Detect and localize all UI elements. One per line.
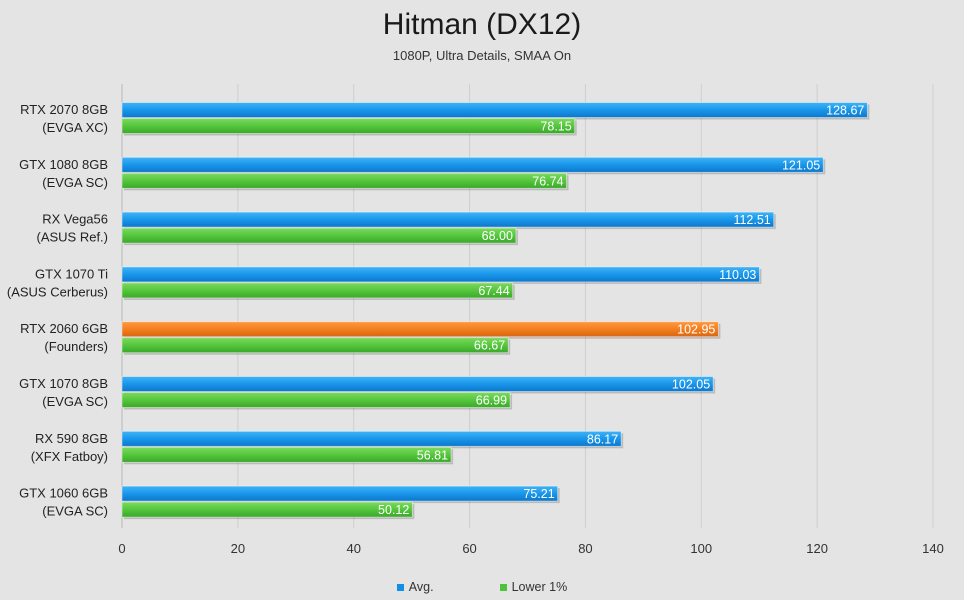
bar-avg-2: [121, 211, 775, 228]
legend-swatch-1: [499, 583, 507, 591]
category-label-7-0: GTX 1060 6GB: [19, 486, 108, 501]
bar-avg-3: [121, 266, 760, 283]
tick-label-x-0: 0: [118, 541, 125, 556]
category-label-0-1: (EVGA XC): [42, 120, 108, 135]
chart-title: Hitman (DX12): [382, 8, 582, 41]
data-label-lower1-5: 66.99: [476, 394, 507, 408]
category-label-3-0: GTX 1070 Ti: [35, 266, 108, 281]
tick-label-x-40: 40: [346, 541, 360, 556]
bar-lower1-6: [121, 446, 452, 463]
bar-lower1-2: [121, 227, 517, 244]
legend-item-1: Lower 1%: [499, 580, 568, 594]
data-label-avg-6: 86.17: [587, 432, 618, 446]
category-label-1-1: (EVGA SC): [42, 175, 108, 190]
tick-label-x-20: 20: [231, 541, 245, 556]
data-label-avg-3: 110.03: [719, 268, 756, 282]
tick-label-x-140: 140: [922, 541, 944, 556]
tick-label-x-100: 100: [690, 541, 712, 556]
data-label-lower1-0: 78.15: [540, 120, 571, 134]
bar-lower1-4: [121, 337, 509, 354]
bar-avg-1: [121, 156, 824, 173]
data-label-avg-2: 112.51: [733, 213, 770, 227]
category-label-7-1: (EVGA SC): [42, 504, 108, 519]
category-label-4-0: RTX 2060 6GB: [20, 321, 108, 336]
category-label-6-0: RX 590 8GB: [35, 431, 108, 446]
bar-avg-5: [121, 376, 714, 392]
legend-label-1: Lower 1%: [511, 580, 568, 594]
category-label-2-1: (ASUS Ref.): [36, 230, 108, 245]
legend-item-0: Avg.: [396, 580, 434, 594]
data-label-lower1-4: 66.67: [474, 339, 505, 353]
bar-avg-6: [121, 430, 622, 447]
bar-lower1-7: [121, 501, 413, 518]
category-label-2-0: RX Vega56: [42, 212, 108, 227]
category-label-5-0: GTX 1070 8GB: [19, 376, 108, 391]
tick-label-x-60: 60: [462, 541, 476, 556]
data-label-lower1-2: 68.00: [482, 229, 513, 243]
category-label-1-0: GTX 1080 8GB: [19, 157, 108, 172]
bar-avg-7: [121, 485, 559, 502]
bar-lower1-5: [121, 392, 511, 408]
legend: Avg. Lower 1%: [0, 580, 964, 594]
bar-avg-4: [121, 321, 719, 338]
tick-label-x-120: 120: [806, 541, 828, 556]
category-label-6-1: (XFX Fatboy): [31, 449, 108, 464]
data-label-avg-4: 102.95: [677, 323, 715, 337]
data-label-avg-5: 102.05: [672, 378, 710, 392]
data-label-avg-0: 128.67: [826, 104, 864, 118]
legend-label-0: Avg.: [408, 580, 434, 594]
data-label-lower1-7: 50.12: [378, 503, 409, 517]
category-label-4-1: (Founders): [44, 339, 108, 354]
data-label-avg-1: 121.05: [782, 158, 820, 172]
category-label-5-1: (EVGA SC): [42, 394, 108, 409]
data-label-avg-7: 75.21: [523, 487, 554, 501]
data-label-lower1-1: 76.74: [532, 174, 563, 188]
data-label-lower1-6: 56.81: [417, 448, 448, 462]
tick-label-x-80: 80: [578, 541, 592, 556]
category-label-0-0: RTX 2070 8GB: [20, 102, 108, 117]
category-label-3-1: (ASUS Cerberus): [7, 284, 108, 299]
legend-swatch-0: [396, 583, 404, 591]
bar-lower1-0: [121, 118, 576, 134]
bar-avg-0: [121, 102, 868, 118]
bar-lower1-3: [121, 282, 514, 299]
chart-subtitle: 1080P, Ultra Details, SMAA On: [392, 48, 572, 63]
data-label-lower1-3: 67.44: [478, 284, 509, 298]
bar-lower1-1: [121, 172, 567, 189]
